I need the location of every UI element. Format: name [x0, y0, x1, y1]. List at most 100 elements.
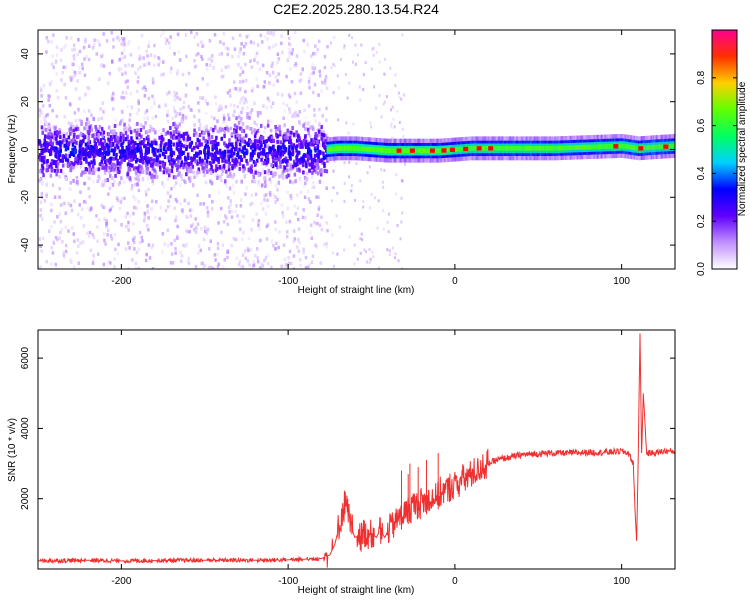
core-cell: [202, 166, 206, 171]
noise-cell: [309, 72, 313, 76]
core-cell: [277, 111, 281, 116]
core-cell: [50, 134, 54, 139]
noise-cell: [251, 140, 255, 144]
core-cell: [195, 131, 198, 136]
noise-cell: [201, 44, 204, 48]
noise-cell: [176, 95, 179, 100]
ridge-cell: [504, 145, 506, 151]
noise-cell: [68, 102, 72, 106]
core-cell: [204, 143, 208, 148]
core-cell: [152, 147, 155, 152]
core-cell: [53, 148, 56, 153]
noise-cell: [298, 110, 301, 114]
noise-cell: [280, 143, 283, 147]
core-cell: [55, 136, 58, 141]
noise-cell: [299, 72, 303, 76]
noise-cell: [172, 105, 176, 110]
noise-cell: [245, 35, 249, 39]
ridge-cell: [566, 145, 568, 151]
noise-cell: [159, 73, 163, 77]
noise-cell: [402, 135, 405, 138]
core-cell: [70, 130, 74, 135]
core-cell: [48, 131, 52, 136]
ridge-cell: [485, 145, 487, 151]
core-cell: [164, 150, 168, 154]
ridge-cell: [404, 148, 406, 154]
core-cell: [206, 150, 210, 155]
core-cell: [310, 138, 313, 143]
ridge-cell: [336, 146, 338, 151]
core-cell: [324, 138, 327, 143]
noise-cell: [242, 231, 245, 235]
core-cell: [189, 162, 192, 167]
noise-cell: [173, 184, 176, 188]
noise-cell: [351, 36, 353, 40]
noise-cell: [144, 258, 148, 263]
core-cell: [270, 139, 273, 144]
core-cell: [294, 145, 297, 150]
core-cell: [66, 158, 70, 163]
noise-cell: [83, 181, 86, 186]
noise-cell: [105, 219, 108, 223]
core-cell: [292, 143, 296, 148]
noise-cell: [74, 119, 78, 123]
ridge-cell: [600, 144, 602, 150]
core-cell: [131, 144, 135, 149]
noise-cell: [170, 66, 173, 71]
noise-cell: [400, 267, 403, 269]
noise-cell: [50, 224, 53, 229]
noise-cell: [303, 50, 306, 54]
noise-cell: [161, 141, 165, 146]
core-cell: [283, 135, 287, 140]
noise-cell: [274, 200, 277, 204]
noise-cell: [132, 195, 135, 199]
ridge-peak: [613, 144, 619, 149]
core-cell: [40, 143, 43, 148]
noise-cell: [38, 113, 42, 118]
core-cell: [243, 154, 246, 159]
noise-cell: [261, 167, 265, 172]
noise-cell: [246, 259, 250, 263]
noise-cell: [150, 106, 153, 110]
noise-cell: [121, 90, 125, 95]
noise-cell: [197, 52, 200, 56]
noise-cell: [299, 258, 302, 262]
core-cell: [144, 163, 148, 168]
core-cell: [76, 180, 79, 184]
noise-cell: [239, 80, 242, 84]
noise-cell: [224, 105, 228, 109]
core-cell: [128, 151, 131, 156]
noise-cell: [187, 261, 191, 265]
noise-cell: [291, 48, 294, 52]
noise-cell: [259, 266, 262, 269]
core-cell: [180, 173, 183, 178]
core-cell: [44, 134, 47, 139]
noise-cell: [254, 253, 257, 258]
noise-cell: [377, 266, 380, 269]
ridge-cell: [599, 144, 601, 150]
noise-cell: [359, 251, 362, 255]
noise-cell: [116, 198, 120, 202]
noise-cell: [95, 214, 98, 218]
noise-cell: [382, 209, 385, 213]
core-cell: [182, 136, 185, 141]
core-cell: [65, 140, 69, 145]
noise-cell: [55, 72, 58, 76]
core-cell: [67, 135, 71, 140]
core-cell: [78, 144, 82, 149]
core-cell: [90, 127, 93, 132]
core-cell: [323, 169, 327, 173]
core-cell: [293, 172, 297, 177]
ridge-cell: [326, 147, 328, 152]
core-cell: [87, 130, 90, 135]
core-cell: [288, 145, 291, 150]
noise-cell: [146, 177, 150, 181]
core-cell: [83, 152, 86, 157]
ridge-cell: [348, 145, 350, 151]
ridge-cell: [562, 145, 564, 151]
noise-cell: [296, 113, 300, 118]
noise-cell: [96, 225, 99, 229]
noise-cell: [82, 199, 86, 204]
tick-label: -200: [111, 576, 131, 587]
core-cell: [155, 155, 159, 160]
